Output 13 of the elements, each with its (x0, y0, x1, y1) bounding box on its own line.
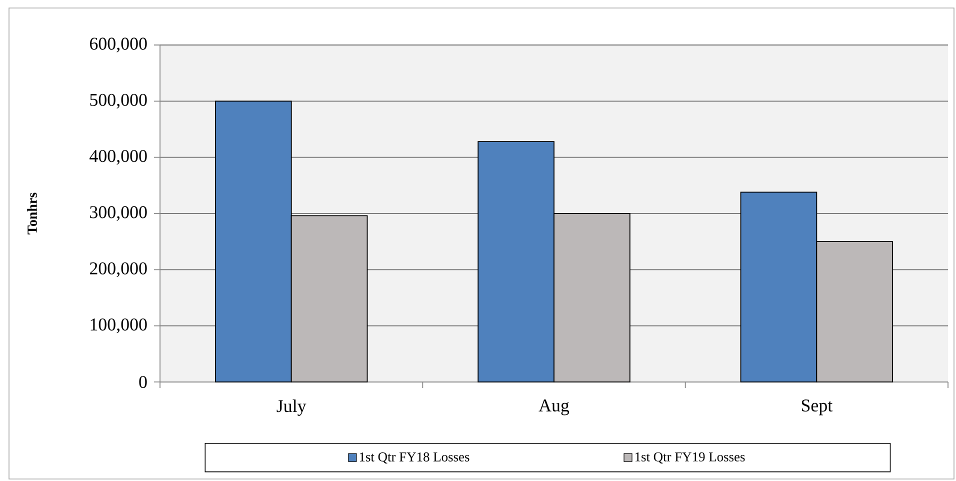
y-tick-label: 600,000 (90, 38, 147, 52)
legend-label: 1st Qtr FY18 Losses (360, 452, 470, 464)
y-tick-label: 100,000 (90, 318, 147, 334)
y-tick-label: 0 (139, 376, 147, 388)
y-tick-label: 400,000 (90, 150, 147, 165)
x-tick-label: July (276, 399, 306, 416)
x-tick-label: Aug (538, 400, 570, 416)
y-tick-label: 500,000 (90, 94, 147, 109)
y-tick-label: 200,000 (90, 262, 147, 277)
y-axis-title: Tonhrs (27, 192, 37, 234)
legend-label: 1st Qtr FY19 Losses (635, 452, 745, 464)
y-tick-label: 300,000 (90, 206, 147, 221)
x-tick-label: Sept (802, 400, 833, 416)
